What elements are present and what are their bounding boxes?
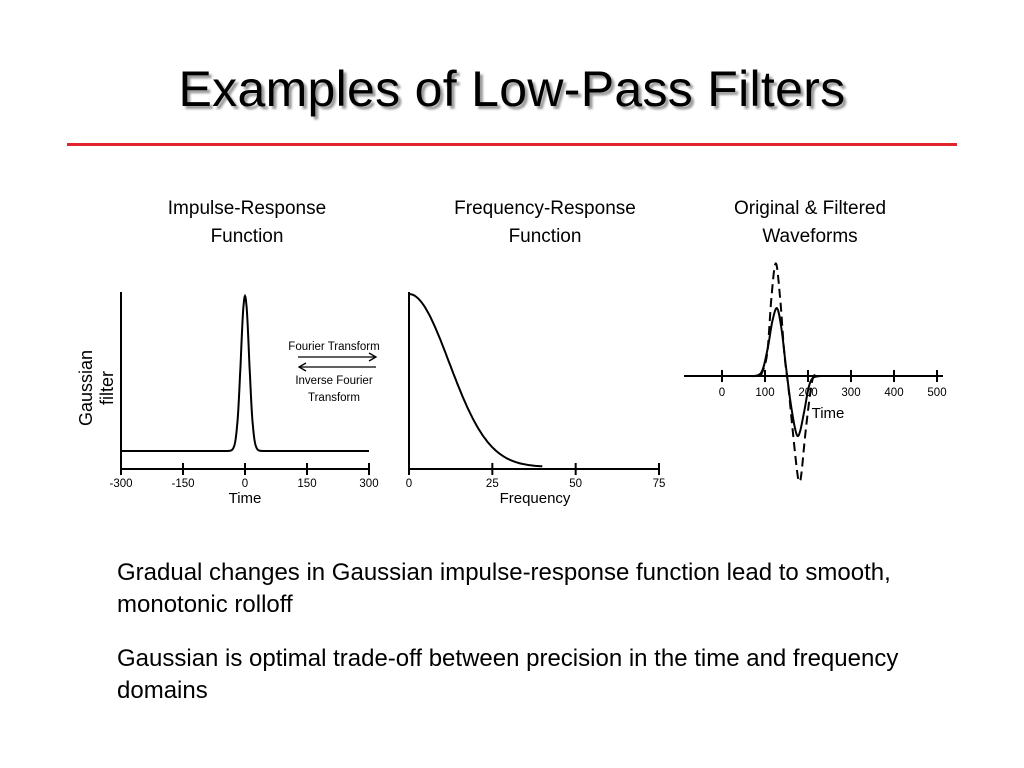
- fourier-transform-label: Fourier Transform: [288, 341, 379, 353]
- impulse-response-chart: -300 -150 0 150 300 Time Gaussian filter: [76, 292, 379, 507]
- impulse-y-label-line1: Gaussian: [76, 350, 96, 426]
- waveforms-chart: 0 100 200 300 400 500 Time: [684, 262, 947, 483]
- frequency-x-label: Frequency: [500, 490, 571, 507]
- impulse-response-curve: [121, 293, 369, 452]
- impulse-tick-label: 150: [297, 478, 316, 490]
- frequency-x-ticks: 0 25 50 75: [406, 463, 666, 490]
- frequency-tick-label: 75: [653, 478, 666, 490]
- impulse-x-ticks: -300 -150 0 150 300: [109, 463, 379, 490]
- frequency-response-chart: 0 25 50 75 Frequency: [406, 292, 666, 507]
- inverse-transform-label-line2: Transform: [308, 392, 360, 404]
- slide-title: Examples of Low-Pass Filters: [178, 61, 846, 117]
- waveforms-x-label: Time: [812, 405, 845, 422]
- frequency-response-title: Frequency-Response Function: [420, 195, 670, 251]
- impulse-tick-label: -300: [109, 478, 132, 490]
- frequency-tick-label: 50: [569, 478, 582, 490]
- impulse-response-title-line1: Impulse-Response: [167, 198, 327, 219]
- frequency-response-title-line2: Function: [508, 226, 582, 247]
- waveforms-title-line2: Waveforms: [762, 226, 858, 247]
- impulse-tick-label: -150: [171, 478, 194, 490]
- inverse-arrowhead-icon: [297, 362, 307, 372]
- frequency-response-title-line1: Frequency-Response: [454, 198, 636, 219]
- waveforms-title: Original & Filtered Waveforms: [690, 195, 930, 251]
- filtered-waveform-curve: [747, 307, 822, 438]
- waveforms-tick-label: 400: [884, 387, 903, 399]
- impulse-y-label: Gaussian filter: [76, 350, 117, 426]
- impulse-x-label: Time: [229, 490, 262, 507]
- bullet-2: Gaussian is optimal trade-off between pr…: [117, 645, 899, 704]
- waveforms-tick-label: 500: [927, 387, 946, 399]
- frequency-response-curve: [408, 293, 543, 468]
- impulse-response-title-line2: Function: [210, 226, 284, 247]
- impulse-y-label-line2: filter: [97, 371, 117, 405]
- impulse-response-title: Impulse-Response Function: [127, 195, 367, 251]
- bullet-list: Gradual changes in Gaussian impulse-resp…: [117, 557, 917, 729]
- waveforms-title-line1: Original & Filtered: [733, 198, 887, 219]
- inverse-transform-label-line1: Inverse Fourier: [295, 375, 373, 387]
- waveforms-x-ticks: 0 100 200 300 400 500: [719, 370, 947, 399]
- bullet-1: Gradual changes in Gaussian impulse-resp…: [117, 559, 891, 618]
- original-waveform-curve: [759, 262, 818, 483]
- impulse-tick-label: 300: [359, 478, 378, 490]
- transform-arrows: Fourier Transform Inverse Fourier Transf…: [288, 341, 379, 404]
- title-rule: [67, 143, 957, 146]
- impulse-tick-label: 0: [242, 478, 248, 490]
- forward-arrowhead-icon: [368, 352, 378, 362]
- waveforms-tick-label: 0: [719, 387, 725, 399]
- frequency-tick-label: 25: [486, 478, 499, 490]
- waveforms-tick-label: 100: [755, 387, 774, 399]
- frequency-tick-label: 0: [406, 478, 412, 490]
- waveforms-tick-label: 300: [841, 387, 860, 399]
